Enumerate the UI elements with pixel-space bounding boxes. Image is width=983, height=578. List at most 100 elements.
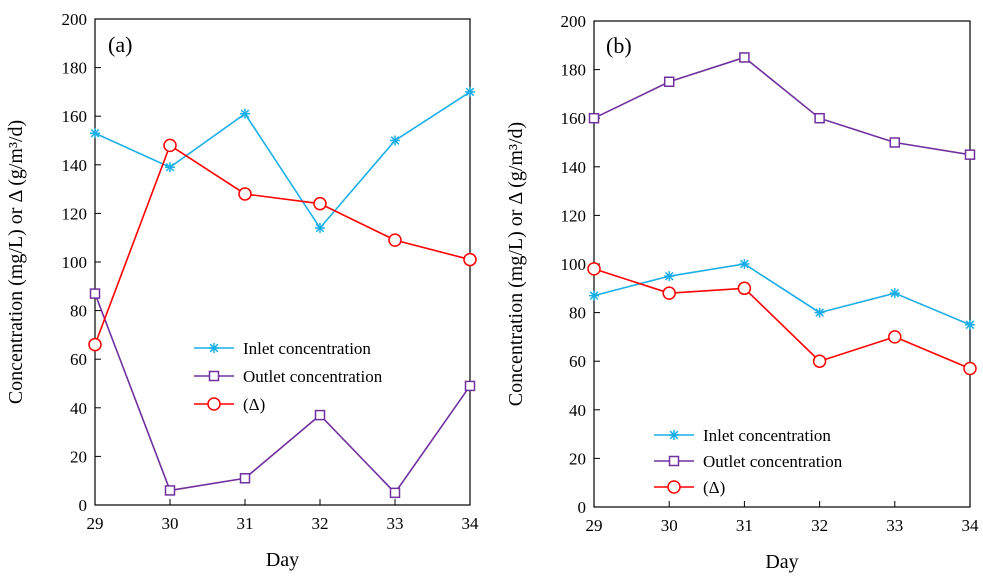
panel-b-legend-swatch-marker <box>668 455 680 467</box>
panel-a-legend-swatch-marker <box>208 370 220 382</box>
panel-b-legend: Inlet concentration Outlet concentration (… <box>654 426 843 497</box>
panel-a-x-tick-label: 30 <box>162 514 179 533</box>
panel-a-legend-swatch-marker <box>209 343 219 353</box>
panel-a-legend-label: Outlet concentration <box>243 367 383 386</box>
panel-b-data-point <box>965 319 975 330</box>
panel-a-data-point <box>163 138 177 153</box>
panel-b-data-point <box>964 149 976 160</box>
panel-b-legend-swatch-marker <box>667 480 681 494</box>
panel-a-data-point <box>388 233 402 247</box>
panel-a-y-tick-label: 80 <box>70 302 87 321</box>
panel-b-y-tick-label: 80 <box>569 304 586 323</box>
panel-a-data-point <box>239 473 251 484</box>
panel-a-legend: Inlet concentration Outlet concentration (… <box>194 339 383 414</box>
panel-b-data-point <box>814 112 825 124</box>
panel-a-data-point <box>390 135 400 146</box>
panel-b-y-tick-label: 180 <box>561 61 587 80</box>
panel-a-series-line <box>94 293 471 495</box>
panel-b-data-point <box>889 137 901 148</box>
panel-a-y-tick-label: 100 <box>62 253 88 272</box>
panel-b-legend-label: Outlet concentration <box>703 452 843 471</box>
panel-a-y-tick-label: 0 <box>79 496 88 515</box>
panel-b-data-point <box>587 262 601 276</box>
panel-a-data-point <box>240 108 250 119</box>
panel-b-series-0 <box>589 259 975 330</box>
panel-a-legend-swatch-marker <box>207 397 221 411</box>
panel-b-x-tick-label: 30 <box>661 516 678 535</box>
panel-b-x-tick-label: 33 <box>886 516 903 535</box>
panel-b-series-1 <box>588 52 976 160</box>
panel-b-data-point <box>589 290 599 301</box>
panel-a-plot-frame <box>94 18 471 506</box>
panel-b-x-axis-title: Day <box>765 551 798 573</box>
panel-b-y-tick-label: 160 <box>561 109 587 128</box>
panel-a-panel-label: (a) <box>108 32 132 57</box>
panel-a-y-tick-label: 20 <box>70 447 87 466</box>
panel-a: 0 20 40 60 80 100 120 140 160 180 200 29 30 31 32 33 34 D… <box>5 10 479 571</box>
panel-a-data-point <box>165 162 175 173</box>
panel-a-series-2 <box>88 138 477 352</box>
panel-b-data-point <box>814 307 825 318</box>
panel-a-series-line <box>94 144 471 345</box>
panel-a-data-point <box>314 409 326 421</box>
panel-a-data-point <box>89 288 101 299</box>
panel-a-y-tick-label: 160 <box>62 107 88 126</box>
panel-a-x-tick-label: 29 <box>87 514 104 533</box>
panel-a-y-tick-label: 140 <box>62 156 88 175</box>
panel-b-series-line <box>593 268 971 370</box>
panel-a-x-tick-label: 33 <box>387 514 404 533</box>
panel-a-x-tick-label: 31 <box>237 514 254 533</box>
panel-a-y-axis-title: Concentration (mg/L) or Δ (g/m³/d) <box>5 120 27 404</box>
panel-b-x-tick-label: 31 <box>736 516 753 535</box>
panel-b-legend-label: (Δ) <box>703 478 725 497</box>
panel-a-y-tick-label: 200 <box>62 10 88 29</box>
panel-a-legend-label: (Δ) <box>243 395 265 414</box>
panel-a-x-axis-title: Day <box>266 549 299 571</box>
panel-a-data-point <box>164 485 176 496</box>
panel-b-y-tick-label: 120 <box>561 206 587 225</box>
panel-b-x-tick-label: 32 <box>811 516 828 535</box>
panel-b-data-point <box>664 271 675 282</box>
panel-a-data-point <box>88 337 102 352</box>
panel-b-data-point <box>663 76 675 87</box>
panel-a-y-tick-label: 180 <box>62 59 88 78</box>
panel-b-legend-swatch-marker <box>669 430 679 440</box>
panel-b-y-tick-label: 0 <box>578 498 587 517</box>
panel-b-data-point <box>588 112 600 124</box>
panel-a-data-point <box>465 86 475 97</box>
panel-b-series-line <box>593 263 971 326</box>
panel-b-y-tick-label: 100 <box>561 255 587 274</box>
panel-a-series-0 <box>90 86 475 233</box>
panel-b-y-tick-label: 60 <box>569 352 586 371</box>
panel-a-y-tick-label: 120 <box>62 204 88 223</box>
panel-a-data-point <box>389 487 401 499</box>
panel-a-data-point <box>315 222 325 233</box>
panel-b-panel-label: (b) <box>606 33 632 58</box>
panel-b-data-point <box>739 52 750 63</box>
panel-a-series-1 <box>89 288 476 499</box>
panel-b-series-2 <box>587 262 977 376</box>
panel-a-data-point <box>463 252 477 267</box>
panel-b-data-point <box>737 281 752 296</box>
panel-a-data-point <box>313 196 327 211</box>
panel-b-y-axis-title: Concentration (mg/L) or Δ (g/m³/d) <box>505 122 527 406</box>
panel-b-y-tick-label: 140 <box>561 158 587 177</box>
panel-b: 0 20 40 60 80 100 120 140 160 180 200 29 30 31 32 33 34 D… <box>505 12 979 573</box>
panel-a-data-point <box>464 380 476 392</box>
panel-a-data-point <box>238 187 252 201</box>
panel-a-y-tick-label: 40 <box>70 399 87 418</box>
panel-a-legend-label: Inlet concentration <box>243 339 371 358</box>
panel-b-y-tick-label: 40 <box>569 401 586 420</box>
panel-a-data-point <box>90 128 100 139</box>
panel-b-series-line <box>593 56 971 156</box>
panel-b-data-point <box>739 259 750 269</box>
panel-a-x-tick-label: 34 <box>462 514 480 533</box>
panel-a-y-tick-label: 60 <box>70 350 87 369</box>
panel-a-x-tick-label: 32 <box>312 514 329 533</box>
panel-b-data-point <box>963 361 977 376</box>
panel-b-y-tick-label: 200 <box>561 12 587 31</box>
panel-b-legend-label: Inlet concentration <box>703 426 831 445</box>
panel-b-data-point <box>888 330 902 344</box>
